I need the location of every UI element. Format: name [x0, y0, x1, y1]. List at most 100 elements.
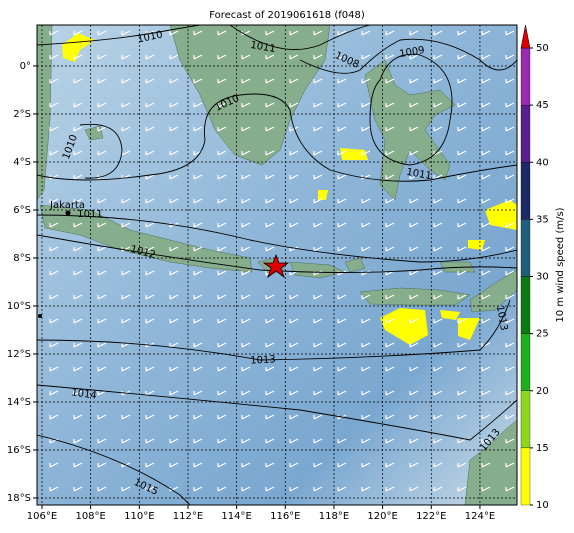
- wind-barb: [97, 294, 107, 300]
- wind-barb: [337, 222, 347, 228]
- wind-barb: [313, 294, 323, 300]
- wind-barb: [289, 78, 299, 84]
- wind-barb: [481, 150, 491, 156]
- wind-barb: [361, 318, 371, 324]
- wind-barb: [265, 102, 275, 108]
- wind-barb: [337, 438, 347, 444]
- wind-barb: [145, 438, 155, 444]
- wind-barb: [217, 390, 227, 396]
- x-tick-label: 122°E: [416, 511, 446, 522]
- wind-barb: [265, 78, 275, 84]
- wind-barb: [169, 150, 179, 156]
- wind-barb: [505, 414, 515, 420]
- wind-barb: [193, 462, 203, 468]
- wind-barb: [241, 54, 251, 60]
- wind-barb: [193, 78, 203, 84]
- wind-barb: [145, 198, 155, 204]
- wind-barb: [481, 126, 491, 132]
- wind-barb: [409, 486, 419, 492]
- wind-barb: [169, 390, 179, 396]
- y-tick-label: 18°S: [7, 493, 31, 504]
- wind-barb: [265, 390, 275, 396]
- wind-barb: [241, 270, 251, 276]
- wind-barb: [169, 294, 179, 300]
- wind-barb: [481, 318, 491, 324]
- wind-barb: [361, 294, 371, 300]
- wind-barb: [217, 126, 227, 132]
- wind-barb: [361, 126, 371, 132]
- wind-barb: [241, 246, 251, 252]
- wind-barb: [217, 318, 227, 324]
- wind-barb: [49, 318, 59, 324]
- y-tick-label: 16°S: [7, 445, 31, 456]
- wind-barb: [73, 102, 83, 108]
- axes: 106°E 108°E 110°E 112°E 114°E 116°E 118°E 120°E…: [7, 61, 495, 522]
- wind-barb: [361, 78, 371, 84]
- colorbar-bin: [520, 276, 531, 334]
- wind-barb: [73, 246, 83, 252]
- wind-barb: [289, 414, 299, 420]
- wind-barb: [457, 174, 467, 180]
- wind-barb: [385, 54, 395, 60]
- wind-barb: [193, 414, 203, 420]
- city-dot: [38, 314, 42, 318]
- x-tick-label: 120°E: [367, 511, 397, 522]
- colorbar-tick-label: 20: [536, 386, 549, 397]
- wind-barb: [481, 102, 491, 108]
- wind-barb: [217, 462, 227, 468]
- wind-barb: [193, 318, 203, 324]
- wind-barb: [409, 342, 419, 348]
- wind-barb: [505, 366, 515, 372]
- contour-label: 1009: [399, 45, 426, 60]
- colorbar-bin: [520, 333, 531, 391]
- wind-barb: [409, 150, 419, 156]
- x-tick-label: 124°E: [465, 511, 495, 522]
- wind-barb: [385, 342, 395, 348]
- wind-barb: [409, 174, 419, 180]
- wind-barb: [361, 462, 371, 468]
- y-tick-label: 12°S: [7, 349, 31, 360]
- wind-barb: [49, 366, 59, 372]
- wind-barb: [265, 294, 275, 300]
- colorbar-tick-label: 40: [536, 157, 549, 168]
- wind-barb: [505, 342, 515, 348]
- wind-barb: [217, 414, 227, 420]
- y-tick-label: 0°: [20, 61, 31, 72]
- wind-barb: [289, 486, 299, 492]
- colorbar-bin: [520, 447, 531, 506]
- wind-barb: [121, 366, 131, 372]
- y-tick-label: 8°S: [13, 253, 31, 264]
- wind-barb: [313, 222, 323, 228]
- wind-barb: [49, 390, 59, 396]
- wind-barb: [169, 126, 179, 132]
- isobars: [37, 25, 517, 505]
- wind-barb: [409, 246, 419, 252]
- wind-barb: [361, 30, 371, 36]
- wind-barb: [241, 462, 251, 468]
- wind-barb: [385, 246, 395, 252]
- wind-barb: [121, 30, 131, 36]
- wind-barb: [169, 366, 179, 372]
- wind-barb: [145, 414, 155, 420]
- wind-barb: [265, 126, 275, 132]
- x-tick-label: 112°E: [173, 511, 203, 522]
- wind-barb: [265, 366, 275, 372]
- wind-barb: [241, 222, 251, 228]
- wind-barb: [49, 246, 59, 252]
- wind-barb: [193, 222, 203, 228]
- colorbar-tick-label: 15: [536, 443, 549, 454]
- wind-barb: [409, 30, 419, 36]
- wind-barb: [265, 246, 275, 252]
- wind-barb: [457, 198, 467, 204]
- wind-barb: [193, 30, 203, 36]
- wind-barb: [97, 318, 107, 324]
- wind-barb: [433, 198, 443, 204]
- colorbar-tick-label: 35: [536, 214, 549, 225]
- wind-barb: [169, 438, 179, 444]
- colorbar-bin: [520, 219, 531, 277]
- wind-barb: [337, 342, 347, 348]
- wind-barb: [505, 462, 515, 468]
- wind-barb: [169, 414, 179, 420]
- wind-barb: [241, 342, 251, 348]
- wind-barb: [505, 30, 515, 36]
